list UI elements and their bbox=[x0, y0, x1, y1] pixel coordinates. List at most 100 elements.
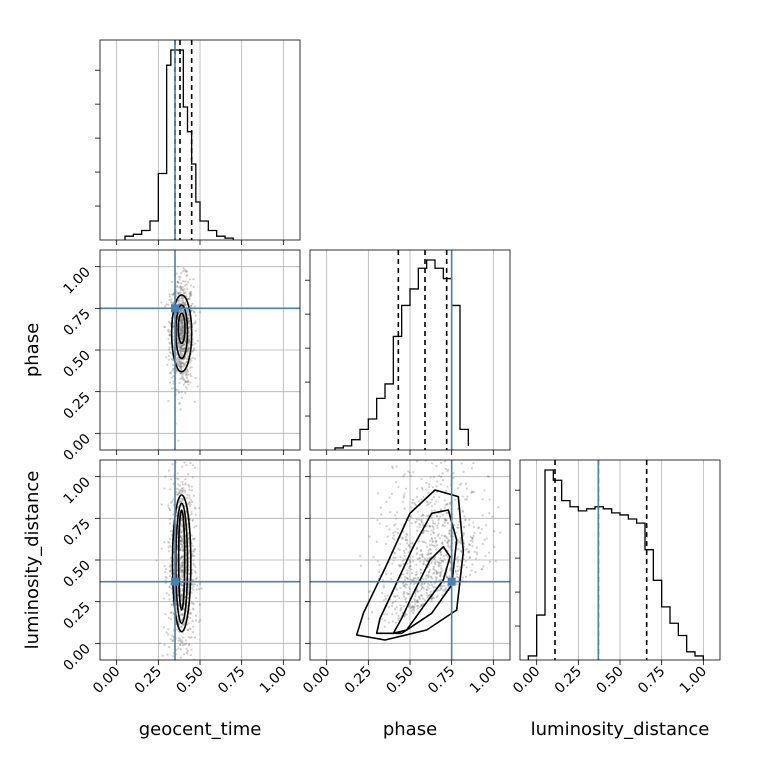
truth-marker-phase-luminosity_distance bbox=[447, 577, 456, 586]
sample-point bbox=[439, 556, 442, 560]
sample-point bbox=[185, 387, 189, 390]
sample-point bbox=[172, 655, 175, 658]
sample-point bbox=[437, 565, 440, 568]
sample-point bbox=[181, 331, 184, 334]
sample-point bbox=[436, 534, 439, 538]
sample-point bbox=[180, 366, 183, 369]
sample-point bbox=[382, 584, 385, 587]
sample-point bbox=[440, 448, 442, 450]
sample-point bbox=[456, 560, 459, 563]
sample-point bbox=[178, 457, 180, 459]
sample-point bbox=[190, 485, 193, 488]
sample-point bbox=[430, 576, 433, 579]
sample-point bbox=[182, 362, 185, 365]
sample-point bbox=[180, 625, 183, 628]
sample-point bbox=[403, 590, 406, 593]
sample-point bbox=[181, 641, 184, 644]
sample-point bbox=[182, 343, 185, 346]
sample-point bbox=[182, 311, 185, 314]
sample-point bbox=[182, 289, 185, 292]
sample-point bbox=[171, 358, 174, 361]
sample-point bbox=[183, 669, 185, 671]
sample-point bbox=[191, 631, 195, 634]
sample-point bbox=[429, 575, 432, 578]
sample-point bbox=[435, 500, 438, 503]
sample-point bbox=[195, 525, 198, 528]
sample-point bbox=[461, 509, 464, 512]
xtick-label-geocent_time-0: 0.00 bbox=[90, 664, 123, 697]
sample-point bbox=[420, 583, 424, 586]
sample-point bbox=[168, 541, 171, 544]
sample-point bbox=[180, 333, 183, 336]
sample-point bbox=[444, 519, 448, 522]
sample-point bbox=[428, 584, 431, 587]
sample-point bbox=[180, 613, 184, 616]
sample-point bbox=[182, 326, 185, 329]
sample-point bbox=[466, 495, 469, 498]
sample-point bbox=[178, 484, 182, 487]
sample-point bbox=[408, 544, 411, 548]
sample-point bbox=[181, 335, 184, 338]
sample-point bbox=[190, 305, 193, 308]
sample-point bbox=[430, 590, 433, 593]
sample-point bbox=[427, 491, 430, 495]
sample-point bbox=[189, 284, 193, 287]
sample-point bbox=[183, 504, 187, 508]
sample-point bbox=[446, 503, 449, 506]
sample-point bbox=[189, 611, 192, 614]
sample-point bbox=[179, 360, 183, 363]
sample-point bbox=[179, 328, 182, 331]
sample-point bbox=[181, 337, 184, 340]
sample-point bbox=[179, 372, 183, 375]
sample-point bbox=[181, 296, 184, 300]
contour-geocent_time-phase-1 bbox=[175, 304, 189, 360]
sample-point bbox=[397, 485, 400, 489]
contour-geocent_time-phase-2 bbox=[177, 312, 186, 345]
sample-point bbox=[411, 501, 414, 504]
sample-point bbox=[179, 345, 182, 348]
sample-point bbox=[440, 461, 443, 465]
sample-point bbox=[470, 491, 473, 494]
sample-point bbox=[193, 357, 197, 360]
sample-point bbox=[188, 278, 191, 281]
sample-point bbox=[421, 553, 424, 556]
sample-point bbox=[416, 588, 419, 591]
sample-point bbox=[415, 563, 418, 566]
sample-point bbox=[391, 613, 394, 616]
sample-point bbox=[418, 595, 421, 598]
sample-point bbox=[181, 613, 184, 617]
sample-point bbox=[186, 370, 190, 373]
sample-point bbox=[177, 636, 180, 640]
sample-point bbox=[182, 361, 185, 365]
sample-point bbox=[409, 560, 412, 563]
sample-point bbox=[177, 344, 180, 347]
sample-point bbox=[431, 540, 435, 543]
sample-point bbox=[176, 292, 180, 295]
sample-point bbox=[188, 319, 191, 322]
sample-point bbox=[444, 587, 448, 590]
truth-marker-geocent_time-luminosity_distance bbox=[171, 577, 179, 586]
sample-point bbox=[444, 518, 447, 522]
sample-point bbox=[200, 587, 203, 590]
sample-point bbox=[445, 536, 449, 540]
sample-point bbox=[378, 522, 381, 525]
sample-point bbox=[412, 470, 415, 474]
sample-point bbox=[187, 320, 191, 323]
sample-point bbox=[484, 555, 487, 558]
xtick-label-geocent_time-3: 0.75 bbox=[215, 664, 248, 697]
sample-point bbox=[416, 600, 420, 603]
sample-point bbox=[420, 594, 424, 597]
sample-point bbox=[192, 588, 195, 592]
sample-point bbox=[182, 301, 185, 304]
sample-point bbox=[163, 326, 166, 329]
sample-point bbox=[176, 284, 179, 287]
sample-point bbox=[438, 561, 441, 564]
sample-point bbox=[442, 523, 445, 526]
sample-point bbox=[441, 479, 445, 482]
sample-point bbox=[180, 561, 183, 564]
sample-point bbox=[185, 275, 188, 278]
sample-point bbox=[417, 596, 421, 599]
sample-point bbox=[472, 462, 475, 465]
sample-point bbox=[171, 639, 174, 642]
sample-point bbox=[188, 572, 191, 575]
